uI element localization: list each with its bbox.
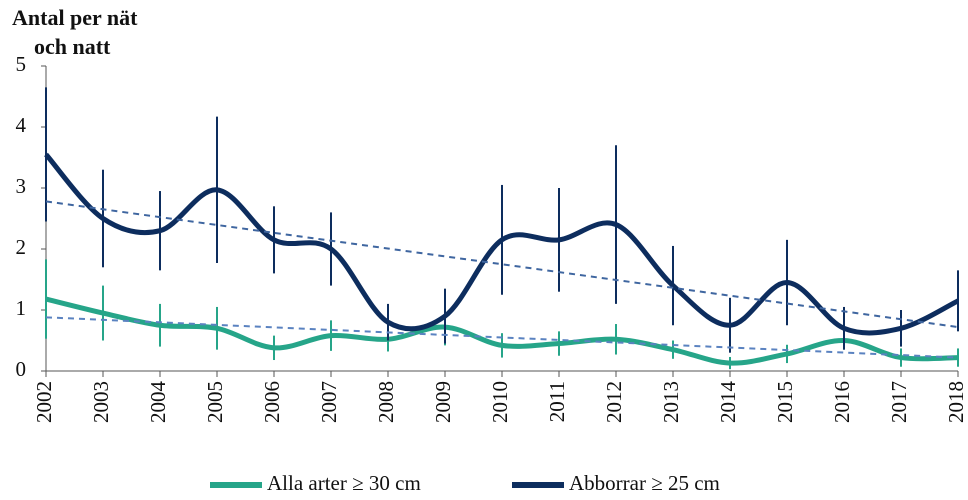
y-tick-label: 1	[16, 296, 27, 320]
x-tick-label: 2011	[545, 381, 569, 422]
x-tick-label: 2013	[659, 381, 683, 423]
x-tick-label: 2014	[716, 381, 740, 424]
legend-label: Alla arter ≥ 30 cm	[267, 471, 421, 495]
x-tick-label: 2018	[944, 381, 968, 423]
x-tick-label: 2017	[887, 381, 911, 423]
legend-label: Abborrar ≥ 25 cm	[569, 471, 720, 495]
x-tick-label: 2005	[203, 381, 227, 423]
x-tick-label: 2012	[602, 381, 626, 423]
y-title: och natt	[34, 34, 111, 59]
x-tick-label: 2015	[773, 381, 797, 423]
y-tick-label: 0	[16, 357, 27, 381]
x-tick-label: 2016	[830, 381, 854, 423]
x-tick-label: 2002	[32, 381, 56, 423]
x-tick-label: 2009	[431, 381, 455, 423]
x-tick-label: 2004	[146, 381, 170, 424]
x-tick-label: 2006	[260, 381, 284, 423]
y-tick-label: 4	[16, 113, 27, 137]
x-tick-label: 2008	[374, 381, 398, 423]
trend-line	[45, 316, 959, 359]
series-line	[45, 296, 959, 366]
y-tick-label: 5	[16, 52, 27, 76]
y-tick-label: 3	[16, 174, 27, 198]
x-tick-label: 2007	[317, 381, 341, 423]
x-tick-label: 2010	[488, 381, 512, 423]
series-line	[44, 152, 960, 336]
y-tick-label: 2	[16, 235, 27, 259]
x-tick-label: 2003	[89, 381, 113, 423]
y-title: Antal per nät	[12, 5, 138, 30]
